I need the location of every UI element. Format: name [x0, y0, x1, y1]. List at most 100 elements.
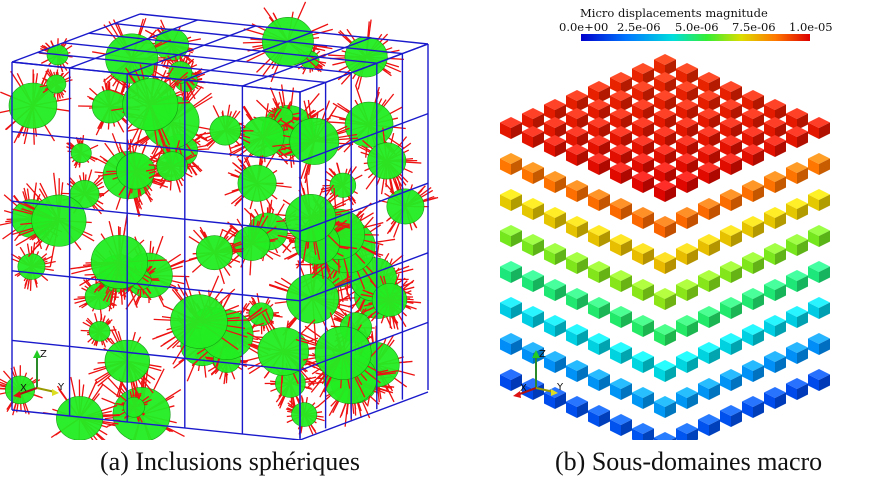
cube-left: [588, 194, 599, 211]
subdomain-cube: [764, 279, 786, 301]
subdomain-cube: [610, 126, 632, 148]
subdomain-cube: [676, 207, 698, 229]
inclusion: [378, 175, 439, 238]
cube-left: [632, 356, 643, 373]
subdomain-cube: [566, 126, 588, 148]
subdomain-cube: [588, 99, 610, 121]
subdomain-cube: [742, 252, 764, 274]
inclusion-sphere: [170, 294, 228, 349]
grid-line: [299, 391, 429, 440]
subdomain-cube: [698, 162, 720, 184]
colorbar-title: Micro displacements magnitude: [580, 6, 768, 20]
subdomain-cube: [654, 396, 676, 418]
cube-left: [654, 167, 665, 184]
cube-left: [632, 140, 643, 157]
cube-right: [819, 158, 830, 175]
subdomain-cube: [720, 135, 742, 157]
cube-left: [764, 248, 775, 265]
cube-right: [643, 122, 654, 139]
subdomain-cube: [764, 315, 786, 337]
subdomain-cube: [522, 108, 544, 130]
subdomain-cube: [500, 369, 522, 391]
axis-label-x: X: [20, 383, 27, 394]
axis-label-y: Y: [57, 382, 65, 393]
subdomain-cube: [720, 405, 742, 427]
cube-left: [610, 167, 621, 184]
inclusion-sphere: [367, 142, 407, 180]
cube-right: [709, 347, 720, 364]
orientation-triad-b: Z X Y: [513, 349, 564, 398]
subdomain-cube: [632, 153, 654, 175]
cube-right: [775, 104, 786, 121]
subdomain-cube: [676, 279, 698, 301]
subdomain-cube: [786, 270, 808, 292]
cube-right: [621, 167, 632, 184]
cube-right: [731, 158, 742, 175]
subdomain-cube: [522, 234, 544, 256]
cube-right: [643, 428, 654, 440]
subdomain-cube: [698, 144, 720, 166]
subdomain-cube: [522, 198, 544, 220]
inclusion: [145, 140, 199, 193]
subdomain-cube: [676, 153, 698, 175]
subdomain-cube: [654, 288, 676, 310]
cube-left: [720, 86, 731, 103]
colorbar-tick-2: 5.0e-06: [675, 20, 719, 34]
subdomain-cube: [654, 324, 676, 346]
caption-b: (b) Sous-domaines macro: [555, 447, 823, 476]
cube-right: [621, 311, 632, 328]
cube-left: [720, 140, 731, 157]
cube-right: [533, 275, 544, 292]
cube-left: [786, 383, 797, 400]
subdomain-cube: [720, 81, 742, 103]
inclusion: [224, 155, 292, 218]
cube-right: [665, 77, 676, 94]
cube-right: [797, 239, 808, 256]
cube-left: [654, 59, 665, 76]
cube-left: [588, 158, 599, 175]
cube-left: [698, 167, 709, 184]
cube-right: [753, 293, 764, 310]
cube-right: [687, 248, 698, 265]
subdomain-cube: [676, 315, 698, 337]
cube-right: [511, 158, 522, 175]
subdomain-cube: [764, 117, 786, 139]
subdomain-cube: [544, 171, 566, 193]
cube-left: [544, 140, 555, 157]
subdomain-cube: [588, 153, 610, 175]
cube-left: [610, 113, 621, 130]
cube-right: [599, 140, 610, 157]
colorbar-tick-4: 1.0e-05: [789, 20, 833, 34]
cube-right: [731, 140, 742, 157]
inclusion: [10, 242, 56, 291]
cube-left: [610, 347, 621, 364]
cube-left: [720, 410, 731, 427]
subdomain-cube: [742, 216, 764, 238]
cube-right: [819, 230, 830, 247]
cube-right: [621, 383, 632, 400]
cube-right: [665, 329, 676, 346]
cube-left: [742, 221, 753, 238]
cube-left: [786, 347, 797, 364]
subdomain-cube: [566, 360, 588, 382]
subdomain-cube: [566, 252, 588, 274]
cube-left: [610, 311, 621, 328]
subdomain-cube: [610, 342, 632, 364]
cube-left: [808, 158, 819, 175]
cube-left: [742, 365, 753, 382]
inclusion-sphere: [17, 253, 46, 280]
cube-right: [533, 239, 544, 256]
subdomain-cube: [544, 117, 566, 139]
inclusion-sphere: [257, 327, 309, 376]
cube-left: [544, 284, 555, 301]
subdomain-cube: [676, 423, 698, 440]
cube-left: [610, 203, 621, 220]
cube-left: [522, 275, 533, 292]
grid-line: [242, 37, 371, 87]
cube-right: [555, 392, 566, 409]
subdomain-cube: [566, 216, 588, 238]
cube-right: [753, 365, 764, 382]
subdomain-cube: [588, 261, 610, 283]
subdomain-cube: [676, 135, 698, 157]
cube-left: [566, 131, 577, 148]
